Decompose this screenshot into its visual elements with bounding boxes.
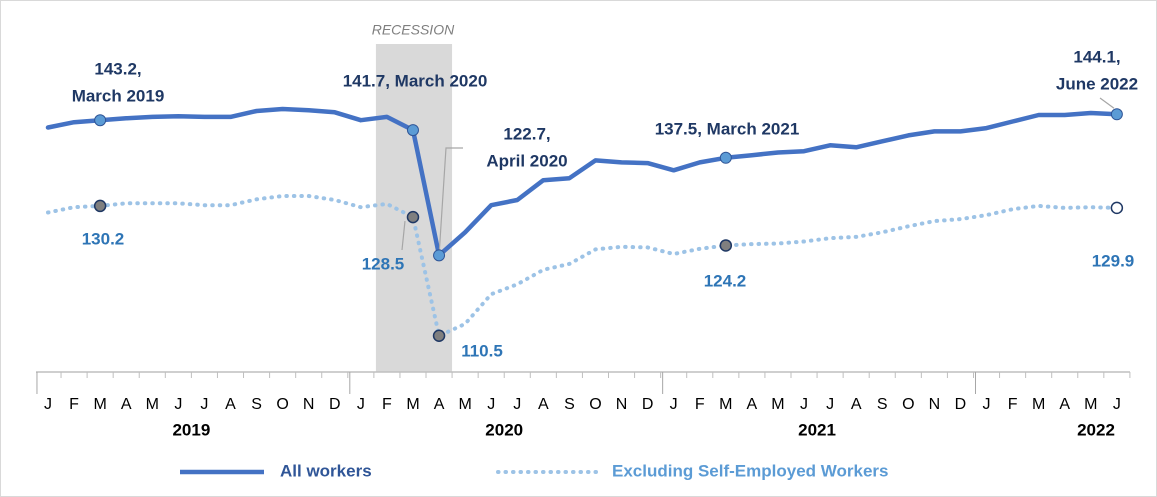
x-tick-label: M — [93, 396, 106, 413]
x-tick-label: M — [771, 396, 784, 413]
annotation: 144.1, — [1073, 47, 1120, 66]
x-tick-label: M — [1032, 396, 1045, 413]
x-tick-label: J — [174, 396, 182, 413]
annotation: 110.5 — [461, 341, 503, 360]
x-tick-label: J — [200, 396, 208, 413]
annotation: 143.2, — [94, 59, 141, 78]
annotation: 130.2 — [82, 229, 125, 248]
x-tick-label: F — [69, 396, 79, 413]
x-tick-label: J — [487, 396, 495, 413]
annotation: March 2019 — [72, 86, 165, 105]
x-tick-label: J — [357, 396, 365, 413]
x-tick-label: F — [382, 396, 392, 413]
x-tick-label: J — [1113, 396, 1121, 413]
point-marker — [432, 329, 446, 342]
x-tick-label: J — [983, 396, 991, 413]
annotation: 124.2 — [704, 271, 747, 290]
x-tick-label: A — [851, 396, 862, 413]
x-tick-label: O — [276, 396, 288, 413]
x-tick-label: M — [1084, 396, 1097, 413]
x-tick-label: D — [329, 396, 341, 413]
x-tick-label: M — [146, 396, 159, 413]
x-tick-label: A — [538, 396, 549, 413]
series-line — [45, 106, 1120, 258]
x-tick-label: A — [1059, 396, 1070, 413]
leader-line — [1099, 97, 1115, 109]
x-tick-label: J — [44, 396, 52, 413]
annotation: April 2020 — [486, 151, 567, 170]
x-tick-label: M — [406, 396, 419, 413]
x-tick-label: F — [695, 396, 705, 413]
annotation: 137.5, March 2021 — [655, 119, 800, 138]
point-marker — [1110, 108, 1123, 121]
x-tick-label: A — [747, 396, 758, 413]
x-tick-label: J — [513, 396, 521, 413]
point-marker — [719, 151, 732, 164]
recession-label: RECESSION — [372, 22, 455, 38]
recession-band — [375, 44, 453, 372]
x-tick-label: A — [121, 396, 132, 413]
x-tick-label: O — [902, 396, 914, 413]
x-tick-label: J — [826, 396, 834, 413]
point-marker — [1110, 201, 1124, 215]
x-tick-label: J — [670, 396, 678, 413]
annotation: 141.7, March 2020 — [343, 71, 488, 90]
x-tick-label: O — [589, 396, 601, 413]
point-marker — [94, 114, 107, 127]
x-tick-label: S — [251, 396, 262, 413]
annotation: 122.7, — [503, 124, 550, 143]
annotation: 129.9 — [1092, 251, 1135, 270]
x-tick-label: A — [225, 396, 236, 413]
x-tick-label: M — [719, 396, 732, 413]
x-tick-label: M — [458, 396, 471, 413]
leader-line — [401, 221, 406, 251]
legend-label: Excluding Self-Employed Workers — [612, 461, 888, 480]
x-tick-label: D — [642, 396, 654, 413]
point-marker — [406, 210, 420, 224]
legend-label: All workers — [280, 461, 372, 480]
x-tick-label: N — [929, 396, 941, 413]
point-marker — [406, 124, 419, 137]
x-tick-label: S — [564, 396, 575, 413]
point-marker — [433, 249, 446, 262]
leader-line — [438, 147, 463, 256]
year-label: 2022 — [1077, 420, 1115, 439]
x-tick-label: N — [303, 396, 315, 413]
annotation: June 2022 — [1056, 74, 1138, 93]
x-tick-label: D — [955, 396, 967, 413]
annotation: 128.5 — [362, 254, 405, 273]
x-tick-label: A — [434, 396, 445, 413]
year-label: 2021 — [798, 420, 836, 439]
year-label: 2019 — [172, 420, 210, 439]
point-marker — [93, 199, 107, 213]
x-tick-label: J — [800, 396, 808, 413]
x-tick-label: S — [877, 396, 888, 413]
x-tick-label: N — [616, 396, 628, 413]
point-marker — [719, 239, 733, 252]
x-tick-label: F — [1008, 396, 1018, 413]
year-label: 2020 — [485, 420, 523, 439]
series-line — [46, 194, 1119, 338]
